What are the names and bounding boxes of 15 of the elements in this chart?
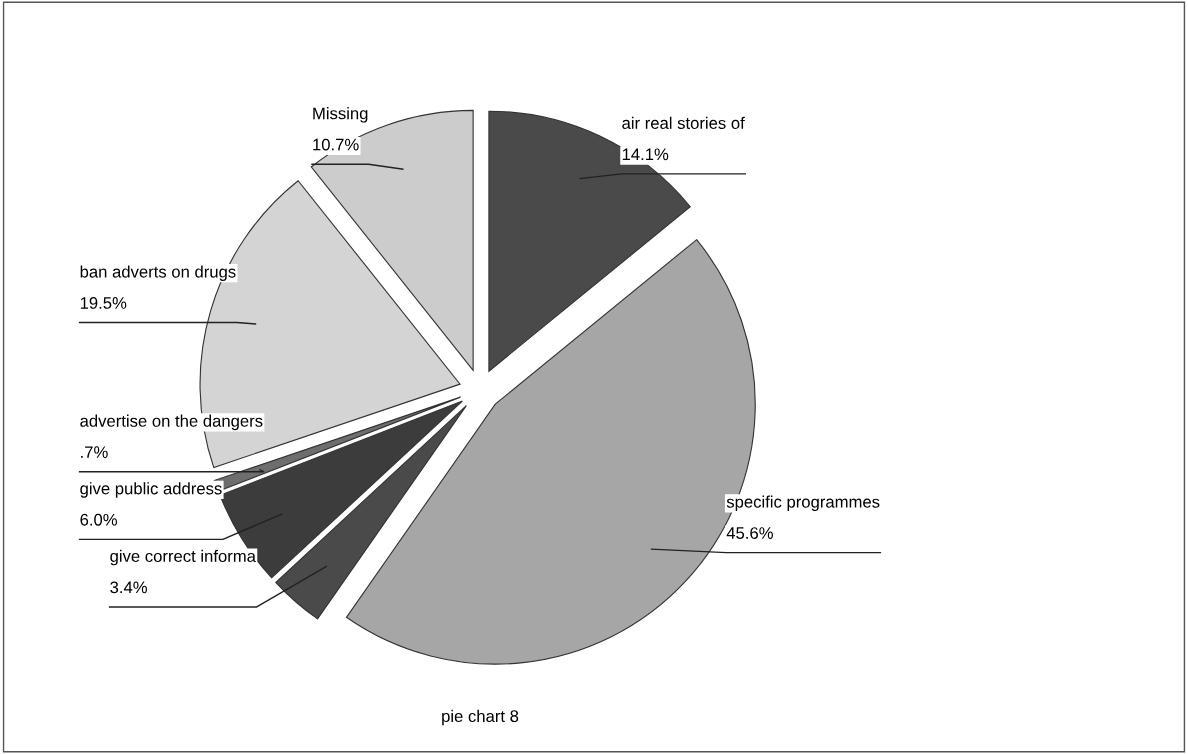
- slice-label: give correct informa: [110, 549, 256, 566]
- slice-label: air real stories of: [622, 116, 745, 129]
- slice-label: give public address: [80, 482, 222, 498]
- slice-label: advertise on the dangers: [80, 414, 263, 431]
- data-label: 3.4%: [110, 581, 147, 594]
- slice-label: ban adverts on drugs: [80, 265, 236, 281]
- data-label: .7%: [81, 446, 108, 458]
- data-label: 6.0%: [80, 513, 117, 526]
- text: pie chart 8: [442, 709, 519, 726]
- data-label: 14.1%: [622, 148, 669, 161]
- slice-label: Missing: [313, 107, 368, 123]
- data-label: 19.5%: [80, 297, 127, 309]
- data-label: 10.7%: [313, 138, 359, 151]
- slice-label: specific programmes: [726, 495, 880, 512]
- data-label: 45.6%: [726, 527, 773, 539]
